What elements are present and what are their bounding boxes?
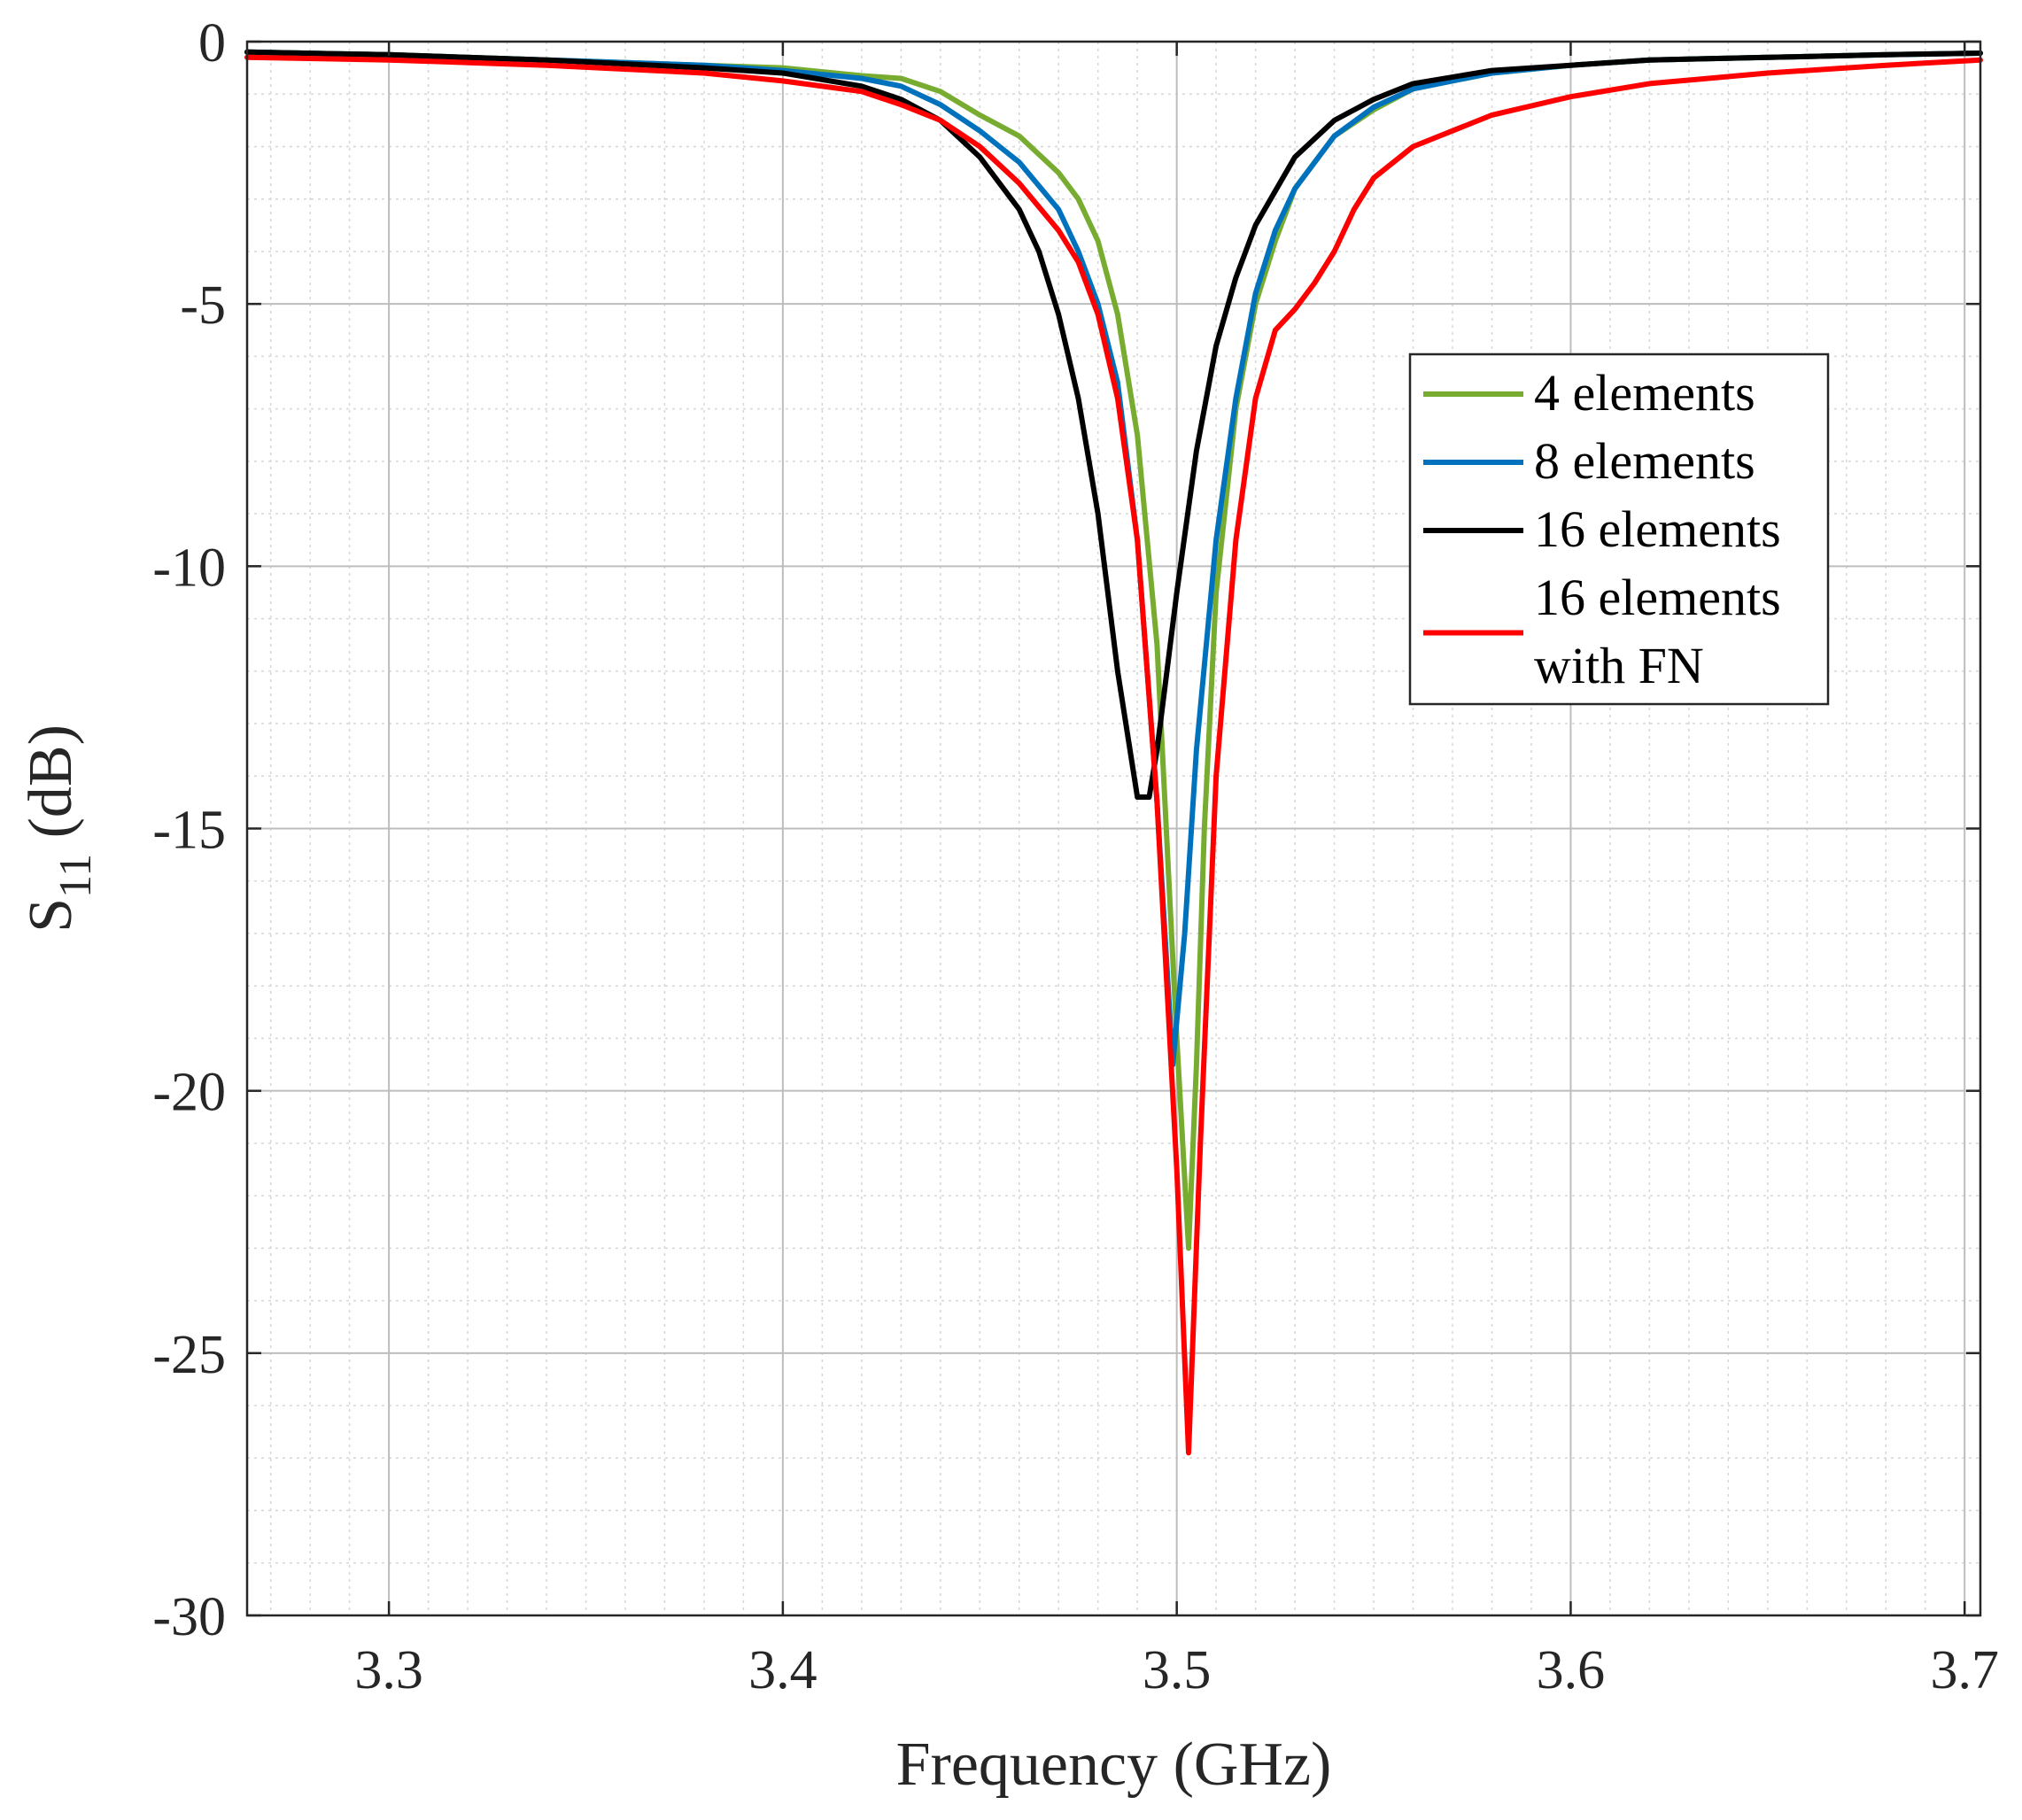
x-axis-title: Frequency (GHz) — [896, 1731, 1332, 1799]
y-tick-label: -15 — [152, 801, 226, 861]
y-axis-title: S11 (dB) — [17, 724, 101, 933]
y-axis-title-unit: (dB) — [17, 724, 85, 854]
x-tick-label: 3.3 — [354, 1640, 423, 1700]
x-tick-label: 3.6 — [1537, 1640, 1606, 1700]
legend-label-4: with FN — [1534, 637, 1704, 694]
y-tick-label: 0 — [198, 13, 226, 74]
y-tick-label: -30 — [152, 1587, 226, 1647]
y-tick-label: -5 — [180, 275, 226, 336]
x-tick-label: 3.5 — [1143, 1640, 1212, 1700]
y-tick-label: -25 — [152, 1325, 226, 1385]
legend-label-4: 16 elements — [1534, 569, 1781, 626]
ticks: 3.3 3.4 3.5 3.6 3.7 0 -5 -10 -15 -20 -25 -30 — [152, 13, 1999, 1700]
x-tick-label: 3.4 — [748, 1640, 817, 1700]
series-line-3 — [244, 49, 1983, 800]
y-axis-title-main: S — [17, 898, 85, 933]
legend: 4 elements 8 elements 16 elements 16 elemen… — [1408, 352, 1830, 706]
series-lines — [244, 49, 1983, 1456]
x-tick-label: 3.7 — [1930, 1640, 1999, 1700]
y-tick-label: -20 — [152, 1063, 226, 1123]
legend-label-1: 4 elements — [1534, 364, 1755, 422]
grid — [247, 41, 1980, 1616]
legend-label-3: 16 elements — [1534, 500, 1781, 558]
legend-label-2: 8 elements — [1534, 432, 1755, 490]
series-line-4 — [244, 54, 1983, 1456]
y-axis-title-subscript: 11 — [50, 854, 101, 898]
y-tick-label: -10 — [152, 538, 226, 598]
